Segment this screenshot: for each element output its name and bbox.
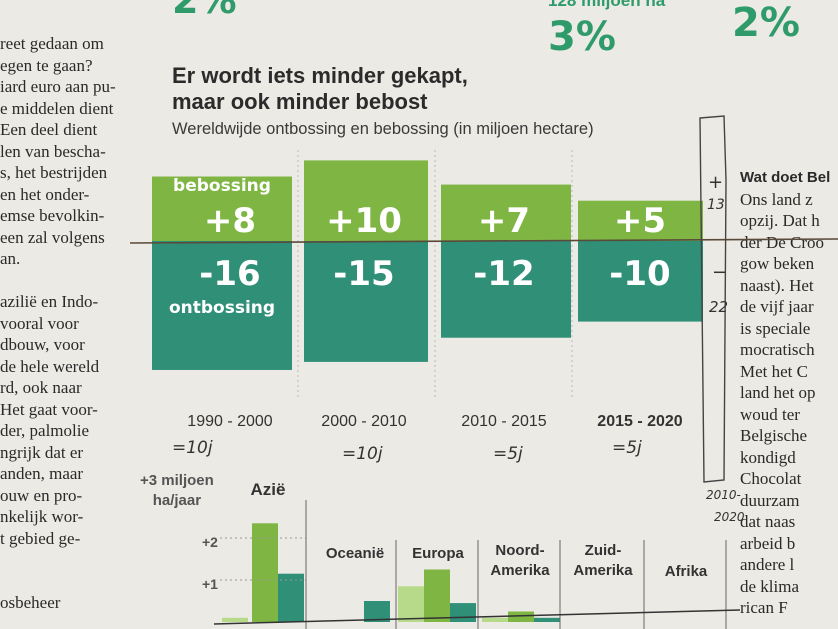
x-tick-label-2: 2010 - 2015 xyxy=(461,413,547,430)
right-article-line: Met het C xyxy=(740,361,808,381)
left-article-line: nkelijk wor- xyxy=(0,507,84,526)
right-article-heading: Wat doet Bel xyxy=(740,169,831,186)
bar-ontbossing-3 xyxy=(578,241,703,322)
left-article-line: ngrijk dat er xyxy=(0,442,84,462)
left-article-line: emse bevolkin- xyxy=(0,206,105,225)
handwritten-period-note-3: =5j xyxy=(493,444,523,464)
top-stat-mid-label: 128 miljoen ha xyxy=(548,0,666,10)
region-label-europa: Europa xyxy=(412,545,464,562)
x-tick-label-0: 1990 - 2000 xyxy=(187,413,273,430)
right-article-line: mocratisch xyxy=(740,340,815,359)
right-article-line: Ons land z xyxy=(740,189,813,209)
data-label-bebossing-1: +10 xyxy=(326,201,402,241)
left-article-line: rd, ook naar xyxy=(0,378,82,397)
right-article-line: arbeid b xyxy=(740,533,796,553)
data-label-ontbossing-2: -12 xyxy=(473,254,534,294)
handwritten-box-plus-value: 13 xyxy=(707,197,725,213)
left-article-column: reet gedaan om egen te gaan? iard euro aan… xyxy=(0,33,116,614)
left-article-line: anden, maar xyxy=(0,464,84,483)
bar-bebossing-1 xyxy=(304,160,428,241)
handwritten-box-minus: − xyxy=(712,262,728,283)
right-article-line: rican F xyxy=(740,598,788,617)
region-label-noord-amerika: Noord- Amerika xyxy=(490,542,550,579)
right-article-line: land het op xyxy=(740,383,816,402)
bar-bebossing-0 xyxy=(152,176,292,241)
handwritten-box-period-b: 2020 xyxy=(714,510,745,524)
region-label-afrika: Afrika xyxy=(664,563,708,580)
left-article-line: ouw en pro- xyxy=(0,485,83,505)
handwritten-box-plus: + xyxy=(708,172,724,193)
right-article-line: gow beken xyxy=(740,254,815,273)
left-article-line: Een deel dient xyxy=(0,120,98,139)
right-article-line: dat naas xyxy=(740,512,796,531)
left-article-line: egen te gaan? xyxy=(0,55,93,75)
right-article-line: andere l xyxy=(740,555,795,574)
region-label-oceanie: Oceaniё xyxy=(325,545,385,562)
chart-title: Er wordt iets minder gekapt, maar ook mi… xyxy=(172,63,468,114)
right-article-line: duurzam xyxy=(740,490,800,510)
left-article-line: vooral voor xyxy=(0,313,79,333)
left-article-line: len van bescha- xyxy=(0,141,106,161)
x-tick-label-3: 2015 - 2020 xyxy=(597,413,683,430)
top-stat-partial-left: 2% xyxy=(172,0,237,22)
region-label-azie: Aziё xyxy=(250,480,286,499)
left-article-line: aziliё en Indo- xyxy=(0,292,99,311)
data-label-bebossing-0: +8 xyxy=(204,201,256,241)
handwritten-period-note-4: =5j xyxy=(612,438,642,458)
right-article-line: de vijf jaar xyxy=(740,297,814,316)
right-article-line: kondigd xyxy=(740,447,796,467)
right-article-line: de klima xyxy=(740,576,800,596)
top-stat-mid-value: 3% xyxy=(548,14,616,60)
bar-bebossing-2 xyxy=(441,184,571,241)
x-tick-label-1: 2000 - 2010 xyxy=(321,413,407,430)
left-article-line: an. xyxy=(0,249,21,268)
right-article-line: opzij. Dat h xyxy=(740,211,820,230)
region-label-zuid-amerika: Zuid- Amerika xyxy=(573,542,633,579)
legend-ontbossing-label: ontbossing xyxy=(168,298,276,318)
left-article-line: osbeheer xyxy=(0,593,61,612)
left-article-line: der, palmolie xyxy=(0,421,90,440)
lower-tick-2: +2 xyxy=(202,534,218,550)
left-article-line: een zal volgens xyxy=(0,227,105,247)
data-label-ontbossing-1: -15 xyxy=(333,254,394,294)
left-article-line: de hele wereld xyxy=(0,356,100,376)
data-label-ontbossing-0: -16 xyxy=(199,254,260,294)
left-article-line: reet gedaan om xyxy=(0,34,104,53)
handwritten-box xyxy=(699,115,727,483)
legend-bebossing-label: bebossing xyxy=(173,176,271,196)
handwritten-box-minus-value: 22 xyxy=(709,298,729,316)
right-article-line: woud ter xyxy=(740,404,800,424)
data-label-bebossing-3: +5 xyxy=(614,201,666,241)
bar-ontbossing-1 xyxy=(304,241,428,362)
left-article-line: dbouw, voor xyxy=(0,335,85,354)
lower-tick-1: +1 xyxy=(202,576,218,592)
left-article-line: Het gaat voor- xyxy=(0,399,98,419)
handwritten-period-note-1: =10j xyxy=(172,438,213,458)
right-article-line: Belgische xyxy=(740,426,808,445)
left-article-line: en het onder- xyxy=(0,184,90,204)
right-article-column: Wat doet Bel Ons land z opzij. Dat h der D… xyxy=(740,167,830,619)
left-article-line: e middelen dient xyxy=(0,98,114,118)
data-label-ontbossing-3: -10 xyxy=(609,254,670,294)
data-label-bebossing-2: +7 xyxy=(478,201,530,241)
handwritten-box-period-a: 2010- xyxy=(706,488,741,502)
left-article-line: t gebied ge- xyxy=(0,528,81,548)
handwritten-baseline-line xyxy=(129,238,838,244)
bar-bebossing-3 xyxy=(578,200,703,241)
left-article-line: s, het bestrijden xyxy=(0,163,108,182)
right-article-line: der De Croo xyxy=(740,232,825,252)
left-article-line: iard euro aan pu- xyxy=(0,77,116,96)
bar-ontbossing-2 xyxy=(441,241,571,338)
handwritten-period-note-2: =10j xyxy=(342,444,383,464)
top-stat-right-value: 2% xyxy=(732,0,800,46)
right-article-line: Chocolat xyxy=(740,469,802,488)
lower-chart-ylabel: +3 miljoen ha/jaar xyxy=(140,472,214,509)
right-article-line: naast). Het xyxy=(740,275,814,295)
bar-ontbossing-0 xyxy=(152,241,292,370)
chart-subtitle: Wereldwijde ontbossing en bebossing (in … xyxy=(172,120,594,138)
right-article-line: is speciale xyxy=(740,318,811,338)
